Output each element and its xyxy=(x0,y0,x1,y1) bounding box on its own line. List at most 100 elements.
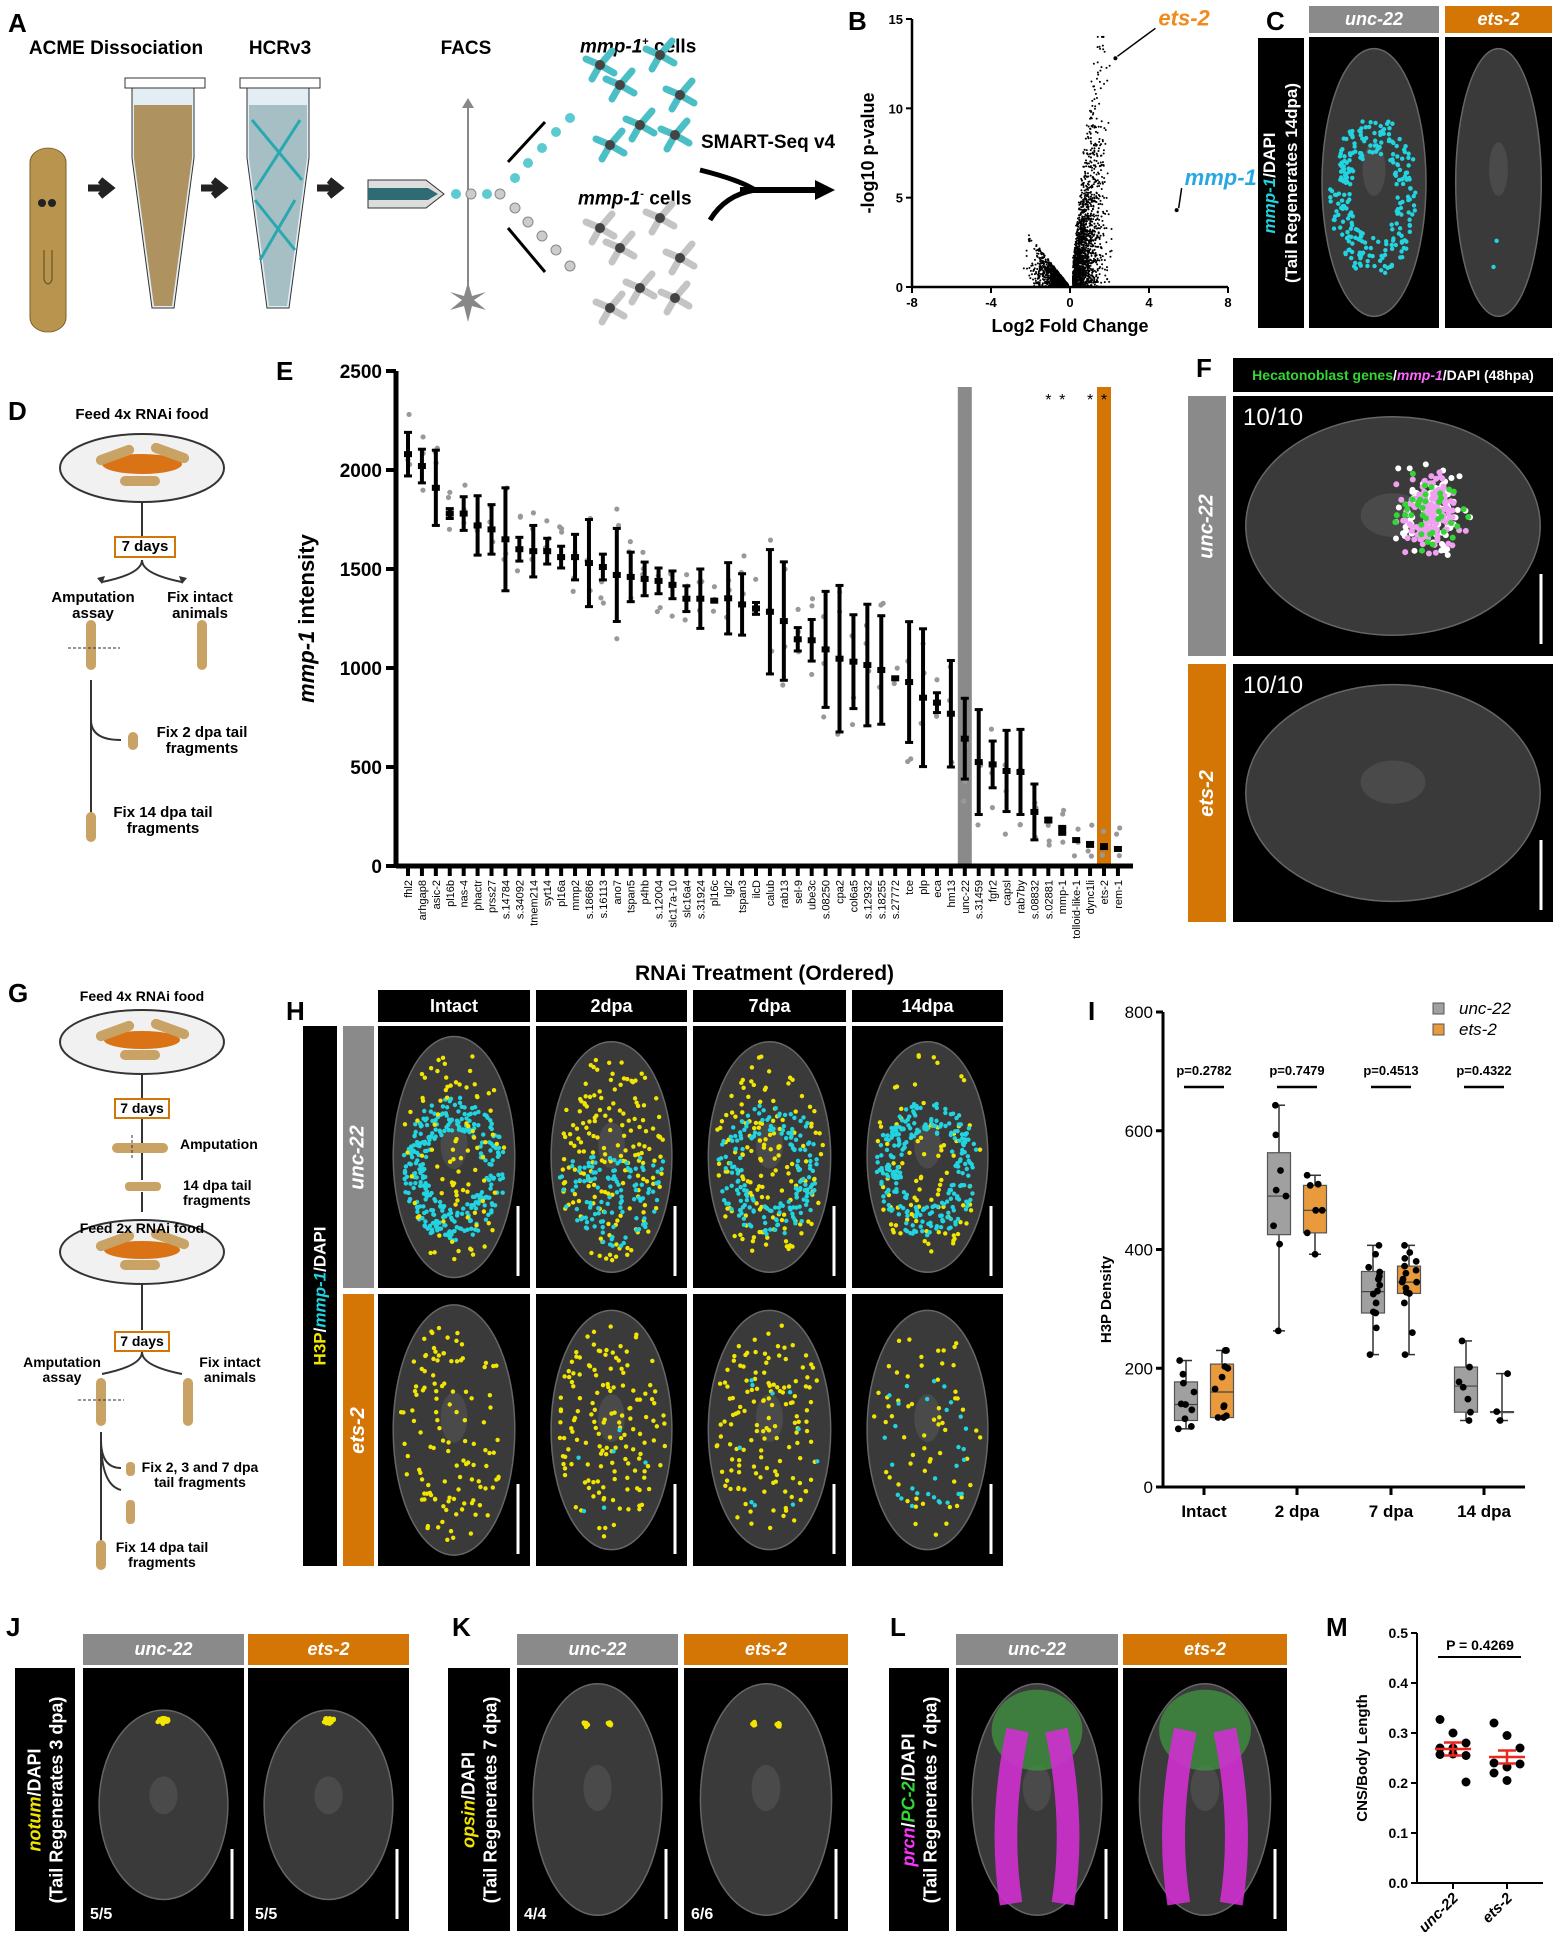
volcano-point xyxy=(1091,166,1094,169)
signal-dot xyxy=(1403,170,1409,176)
count-f-unc-22: 10/10 xyxy=(1243,404,1304,431)
signal-dot xyxy=(757,1229,762,1235)
signal-dot xyxy=(453,1202,458,1207)
signal-dot xyxy=(1370,253,1375,259)
signal-dot xyxy=(658,1154,663,1159)
volcano-point xyxy=(1031,262,1034,265)
mean-marker-eca xyxy=(932,699,941,706)
signal-dot xyxy=(1402,517,1409,524)
volcano-point xyxy=(1085,149,1088,152)
signal-dot xyxy=(1407,229,1413,235)
volcano-point xyxy=(1041,274,1044,277)
volcano-point xyxy=(1078,240,1081,243)
signal-dot xyxy=(573,1179,578,1184)
volcano-point xyxy=(1078,227,1081,230)
volcano-point xyxy=(1103,127,1106,130)
signal-dot xyxy=(440,1104,446,1109)
volcano-point xyxy=(1028,274,1031,277)
signal-dot xyxy=(582,1101,587,1106)
volcano-point xyxy=(1096,179,1099,182)
signal-dot xyxy=(767,1132,773,1138)
volcano-point xyxy=(1093,248,1096,251)
volcano-point xyxy=(1098,137,1101,140)
highlight-point-mmp-1 xyxy=(1174,208,1179,213)
volcano-point xyxy=(1098,45,1101,48)
volcano-point xyxy=(1100,66,1103,69)
volcano-point xyxy=(1084,261,1087,264)
mean-marker-tolloid-like-1 xyxy=(1072,837,1081,844)
volcano-point xyxy=(1092,213,1095,216)
data-point xyxy=(1046,838,1052,844)
volcano-point xyxy=(1037,282,1040,285)
amputation-label-g: Amputation xyxy=(180,1136,258,1152)
signal-dot xyxy=(1341,136,1346,141)
volcano-point xyxy=(1095,254,1098,257)
signal-dot xyxy=(762,1220,768,1226)
signal-dot xyxy=(486,1091,491,1096)
signal-dot xyxy=(914,1218,919,1224)
volcano-point xyxy=(1086,193,1089,196)
signal-dot xyxy=(626,1118,631,1123)
signal-dot xyxy=(910,1223,915,1228)
signal-dot xyxy=(918,1175,924,1181)
signal-dot xyxy=(599,1095,604,1101)
signal-dot xyxy=(756,1055,762,1060)
signal-dot xyxy=(1422,498,1429,505)
cell-nucleus xyxy=(615,243,625,253)
signal-dot xyxy=(1460,506,1467,513)
signal-dot xyxy=(472,1082,477,1087)
volcano-point xyxy=(1094,238,1097,241)
signal-dot xyxy=(1400,181,1406,187)
signal-dot xyxy=(966,1173,971,1178)
signal-dot xyxy=(1397,226,1403,231)
signal-dot xyxy=(767,1115,772,1120)
signal-dot xyxy=(625,1245,630,1251)
signal-dot xyxy=(482,1244,487,1249)
signal-dot xyxy=(443,1111,449,1116)
volcano-point xyxy=(1093,126,1096,129)
volcano-point xyxy=(1090,80,1093,83)
volcano-point xyxy=(1076,222,1079,225)
signal-dot xyxy=(618,1082,623,1087)
volcano-point xyxy=(1092,183,1095,186)
x-tick-label: -8 xyxy=(906,295,918,310)
signal-dot xyxy=(1347,247,1352,252)
mean-marker-s.08832 xyxy=(1030,808,1039,815)
signal-dot xyxy=(646,1190,651,1195)
volcano-point xyxy=(1042,266,1045,269)
signal-dot xyxy=(752,1130,758,1135)
volcano-point xyxy=(1099,199,1102,202)
signal-dot xyxy=(793,1221,798,1226)
signal-dot xyxy=(801,1176,806,1182)
pharynx xyxy=(1362,142,1386,196)
signal-dot xyxy=(729,1183,734,1188)
signal-dot xyxy=(413,1121,418,1127)
signal-dot xyxy=(420,1095,425,1101)
signal-dot xyxy=(619,1194,624,1200)
signal-dot xyxy=(1401,245,1407,251)
volcano-point xyxy=(1030,273,1033,276)
volcano-point xyxy=(1092,177,1095,180)
volcano-point xyxy=(1074,264,1077,267)
mean-marker-asic-2 xyxy=(431,484,440,491)
signal-dot xyxy=(472,1111,478,1116)
volcano-point xyxy=(1110,237,1113,240)
signal-dot xyxy=(1410,157,1416,162)
y-tick-label: 2000 xyxy=(340,461,382,482)
volcano-point xyxy=(1092,275,1095,278)
significance-asterisk: * xyxy=(1045,392,1051,409)
signal-dot xyxy=(756,1184,762,1189)
signal-dot xyxy=(1494,238,1499,244)
signal-dot xyxy=(437,1199,443,1205)
signal-dot xyxy=(781,1124,787,1129)
volcano-point xyxy=(1093,222,1096,225)
signal-dot xyxy=(1383,239,1389,244)
arrow-icon xyxy=(88,177,116,199)
x-tick-label: nas-4 xyxy=(459,880,471,908)
signal-dot xyxy=(1347,129,1353,134)
data-point xyxy=(627,539,633,545)
volcano-point xyxy=(1083,233,1086,236)
volcano-point xyxy=(1101,138,1104,141)
signal-dot xyxy=(422,1210,427,1216)
cell-nucleus xyxy=(595,60,605,70)
